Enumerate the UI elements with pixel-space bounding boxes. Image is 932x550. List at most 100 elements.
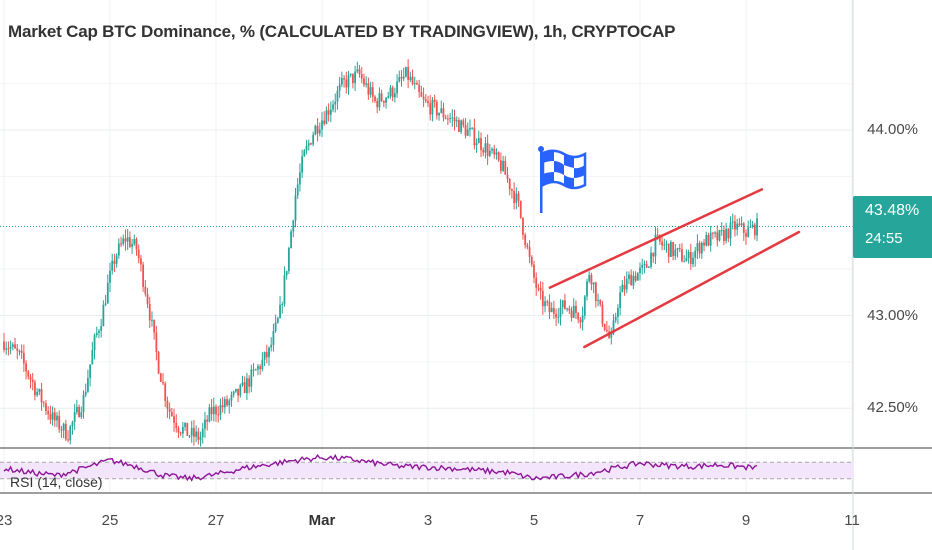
candle-body: [5, 348, 8, 350]
candle-body: [36, 391, 39, 396]
candle-body: [279, 304, 281, 319]
candle-body: [146, 293, 149, 305]
candle-body: [201, 428, 204, 437]
candle-body: [393, 93, 396, 98]
candle-body: [376, 100, 379, 108]
candle-body: [285, 271, 288, 276]
candle-body: [22, 352, 25, 364]
candle-body: [736, 223, 739, 230]
candle-body: [80, 412, 83, 417]
candle-body: [431, 99, 434, 115]
candle-body: [387, 96, 390, 98]
candle-body: [184, 422, 186, 428]
candle-body: [34, 382, 36, 396]
candle-body: [265, 352, 268, 358]
candle-body: [272, 331, 275, 345]
candle-body: [628, 274, 630, 280]
candle-body: [555, 313, 557, 318]
candle-body: [190, 427, 193, 436]
candle-body: [519, 200, 522, 218]
candle-body: [462, 120, 465, 126]
candle-body: [257, 366, 259, 370]
candle-body: [718, 230, 721, 241]
candle-body: [614, 316, 617, 321]
candle-body: [358, 69, 361, 75]
candle-body: [493, 148, 496, 155]
candle-body: [91, 350, 94, 365]
x-tick-label: 11: [844, 512, 860, 529]
candle-body: [18, 350, 21, 352]
candle-body: [533, 264, 535, 278]
channel-lower: [583, 230, 801, 349]
candle-body: [179, 432, 182, 434]
candle-body: [31, 379, 34, 383]
candle-body: [674, 249, 677, 257]
candle-body: [312, 134, 315, 145]
candle-body: [382, 100, 385, 103]
candle-body: [583, 296, 586, 316]
candle-body: [670, 242, 672, 257]
candle-body: [338, 84, 341, 91]
candle-body: [71, 421, 74, 427]
candle-body: [67, 439, 69, 441]
flag-icon[interactable]: [538, 145, 588, 215]
candle-body: [639, 267, 641, 274]
candle-body: [537, 287, 540, 289]
candle-body: [742, 223, 745, 233]
candle-body: [546, 301, 549, 303]
candle-body: [590, 274, 593, 285]
candle-body: [740, 223, 743, 226]
candle-body: [230, 394, 233, 401]
candle-body: [29, 376, 32, 380]
x-tick-label: 5: [529, 512, 539, 529]
candle-body: [703, 242, 705, 246]
candle-body: [632, 275, 635, 286]
candle-body: [385, 97, 387, 103]
candle-body: [354, 71, 357, 84]
price-badge: 43.48% 24:55: [853, 196, 932, 258]
candle-body: [561, 300, 564, 308]
candle-body: [53, 412, 56, 421]
candle-body: [301, 156, 304, 173]
candle-body: [360, 74, 363, 79]
candle-body: [672, 242, 675, 257]
candle-body: [619, 292, 622, 308]
candle-body: [756, 218, 758, 236]
candle-body: [725, 228, 728, 241]
candle-body: [14, 344, 16, 349]
candle-body: [424, 99, 427, 101]
candle-body: [195, 431, 198, 437]
candle-body: [151, 319, 153, 321]
candle-body: [166, 400, 169, 409]
candle-body: [78, 406, 80, 417]
candle-body: [234, 388, 237, 392]
candle-body: [241, 382, 244, 386]
candle-body: [636, 273, 639, 281]
candle-body: [329, 109, 332, 115]
candle-body: [723, 230, 725, 241]
candle-body: [731, 221, 734, 223]
candle-body: [45, 403, 47, 412]
candle-body: [69, 426, 72, 441]
candle-body: [471, 127, 474, 129]
candle-body: [321, 120, 323, 130]
candle-body: [588, 274, 591, 282]
candle-body: [597, 299, 599, 301]
candle-body: [497, 152, 500, 161]
candle-body: [486, 143, 489, 156]
candle-body: [210, 407, 213, 415]
candle-body: [630, 274, 633, 286]
candle-body: [124, 238, 127, 242]
candle-body: [51, 412, 54, 420]
candle-body: [661, 241, 663, 246]
candle-body: [374, 96, 376, 101]
candle-body: [248, 378, 251, 387]
candle-body: [274, 322, 277, 332]
candle-body: [645, 264, 648, 268]
candle-body: [568, 308, 571, 311]
candle-body: [294, 195, 297, 221]
candle-body: [343, 78, 345, 80]
candle-body: [73, 412, 76, 422]
candle-body: [193, 427, 195, 437]
candle-body: [469, 127, 471, 130]
